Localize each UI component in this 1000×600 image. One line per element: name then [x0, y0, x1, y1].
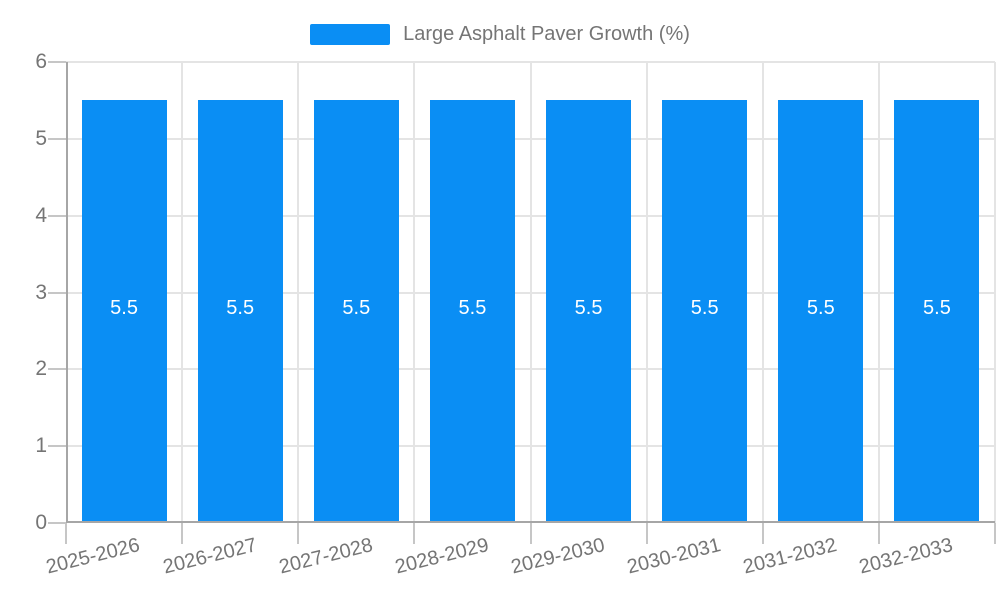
- x-axis-label: 2026-2027: [160, 534, 259, 579]
- x-axis-label: 2027-2028: [276, 534, 375, 579]
- legend-label: Large Asphalt Paver Growth (%): [403, 23, 690, 45]
- x-gridline: [877, 62, 880, 523]
- x-axis-label: 2031-2032: [740, 534, 840, 579]
- y-axis-tick: [48, 368, 66, 371]
- x-axis-tick: [645, 523, 648, 544]
- y-axis-tick: [48, 522, 66, 524]
- bar-value-label: 5.5: [806, 296, 835, 319]
- bar[interactable]: 5.5: [546, 100, 632, 521]
- x-axis-tick: [529, 523, 532, 544]
- bar-value-label: 5.5: [342, 296, 371, 319]
- bar-value-label: 5.5: [110, 296, 138, 319]
- x-axis-tick: [877, 523, 880, 544]
- x-gridline: [529, 62, 532, 523]
- y-axis-tick: [48, 214, 66, 217]
- x-axis-tick: [413, 523, 416, 544]
- bar-value-label: 5.5: [690, 296, 719, 319]
- x-axis-tick: [65, 523, 67, 544]
- y-axis-tick: [48, 445, 66, 448]
- bar-value-label: 5.5: [574, 296, 603, 319]
- x-axis-tick: [181, 523, 184, 544]
- y-axis-label: 5: [35, 126, 47, 150]
- y-axis-tick: [48, 137, 66, 140]
- y-axis-label: 1: [35, 434, 47, 458]
- x-axis-label: 2025-2026: [44, 534, 143, 579]
- bar[interactable]: 5.5: [197, 100, 283, 521]
- y-axis-tick: [48, 61, 66, 63]
- y-axis-label: 0: [35, 511, 47, 534]
- y-axis-label: 6: [35, 50, 47, 73]
- bar[interactable]: 5.5: [662, 100, 748, 521]
- plot-area: 5.5 5.5 5.5 5.5 5.5 5.5 5.5 5.5: [66, 61, 996, 523]
- bar[interactable]: 5.5: [778, 100, 864, 521]
- y-axis-label: 2: [35, 357, 47, 381]
- x-axis-label: 2032-2033: [857, 534, 956, 579]
- x-gridline: [994, 62, 996, 523]
- legend-swatch-icon: [310, 23, 391, 45]
- bar[interactable]: 5.5: [313, 100, 399, 521]
- x-gridline: [761, 62, 764, 523]
- y-axis-label: 4: [35, 203, 47, 227]
- x-axis-tick: [994, 523, 996, 544]
- x-axis-line: [66, 521, 995, 523]
- x-gridline: [645, 62, 648, 523]
- bar[interactable]: 5.5: [429, 100, 515, 521]
- x-axis-label: 2030-2031: [624, 534, 724, 579]
- bar-value-label: 5.5: [923, 296, 951, 319]
- x-gridline: [297, 62, 300, 523]
- bar-value-label: 5.5: [458, 296, 487, 319]
- bar[interactable]: 5.5: [81, 100, 167, 521]
- x-axis-tick: [761, 523, 764, 544]
- x-gridline: [181, 62, 184, 523]
- legend[interactable]: Large Asphalt Paver Growth (%): [0, 21, 1000, 47]
- x-axis-label: 2028-2029: [392, 534, 491, 579]
- x-axis-tick: [297, 523, 300, 544]
- x-axis-label: 2029-2030: [508, 534, 607, 579]
- bar[interactable]: 5.5: [894, 100, 980, 521]
- bar-value-label: 5.5: [226, 296, 255, 319]
- y-axis-line: [66, 62, 68, 523]
- y-axis-label: 3: [35, 280, 47, 304]
- x-gridline: [413, 62, 416, 523]
- y-axis-tick: [48, 291, 66, 294]
